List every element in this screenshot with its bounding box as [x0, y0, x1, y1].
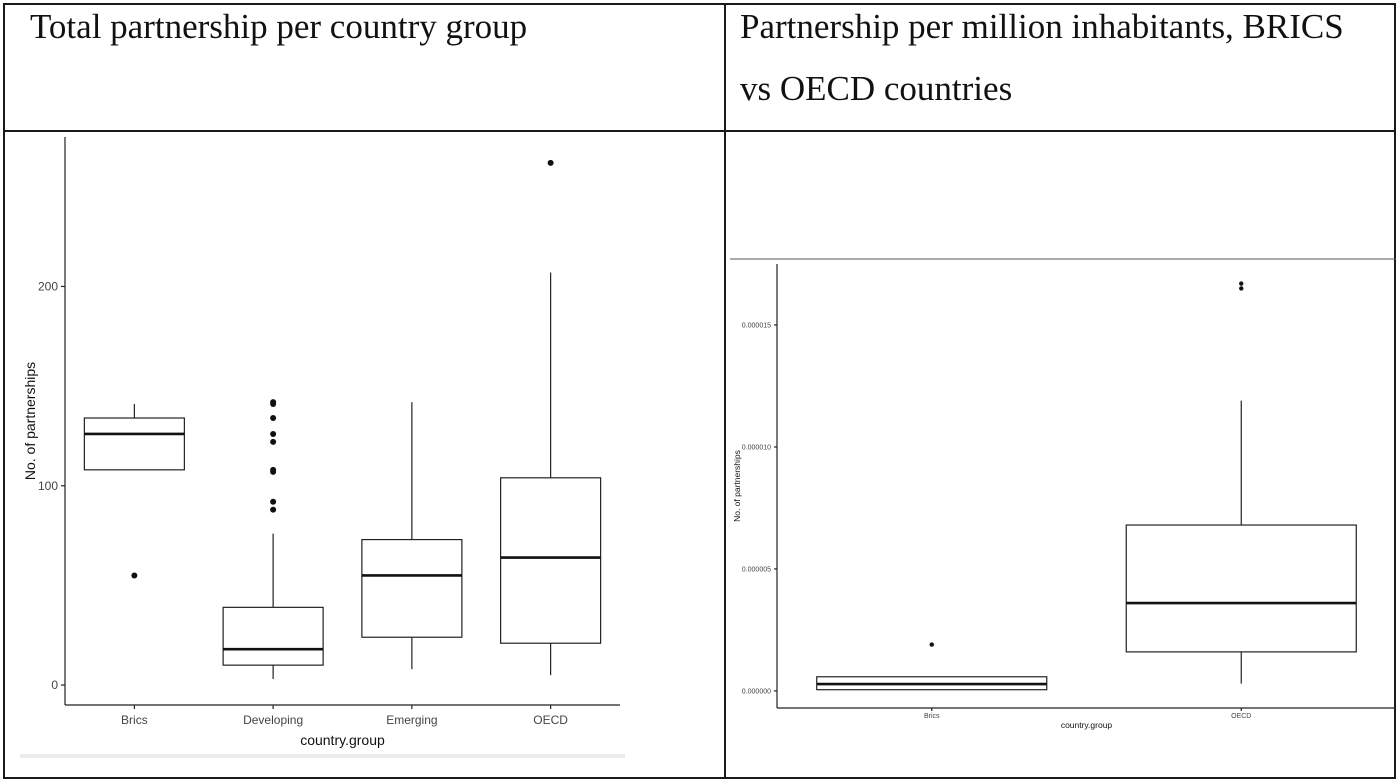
total-outlier-point: [548, 160, 554, 166]
total-y-tick-label: 0: [51, 678, 58, 692]
per-million-x-tick-label: Brics: [924, 713, 940, 720]
total-outlier-point: [270, 467, 276, 473]
total-outlier-point: [270, 439, 276, 445]
total-y-tick-label: 100: [38, 479, 58, 493]
total-x-tick-label: Emerging: [386, 713, 437, 727]
per-million-outlier-point: [1239, 286, 1243, 290]
per-million-y-axis-title: No. of partnerships: [732, 450, 742, 522]
total-box-brics: [84, 418, 184, 470]
per-million-outlier-point: [1239, 281, 1243, 285]
total-box-oecd: [501, 478, 601, 643]
per-million-y-tick-label: 0.000000: [742, 688, 771, 695]
per-million-x-tick-label: OECD: [1231, 713, 1251, 720]
total-box-developing: [223, 607, 323, 665]
total-x-axis-title: country.group: [300, 732, 385, 748]
total-outlier-point: [270, 499, 276, 505]
per-million-box-oecd: [1126, 525, 1356, 652]
total-outlier-point: [270, 431, 276, 437]
total-outlier-point: [270, 399, 276, 405]
per-million-x-axis-title: country.group: [1061, 720, 1113, 730]
total-y-tick-label: 200: [38, 279, 58, 293]
per-million-outlier-point: [930, 642, 934, 646]
total-outlier-point: [131, 572, 137, 578]
total-outlier-point: [270, 507, 276, 513]
total-x-tick-label: OECD: [533, 713, 568, 727]
total-y-axis-title: No. of partnerships: [22, 362, 38, 480]
total-x-tick-label: Brics: [121, 713, 148, 727]
per-million-y-tick-label: 0.000010: [742, 444, 771, 451]
per-million-y-tick-label: 0.000005: [742, 566, 771, 573]
total-outlier-point: [270, 415, 276, 421]
per-million-y-tick-label: 0.000015: [742, 322, 771, 329]
total-box-emerging: [362, 540, 462, 638]
total-x-tick-label: Developing: [243, 713, 303, 727]
